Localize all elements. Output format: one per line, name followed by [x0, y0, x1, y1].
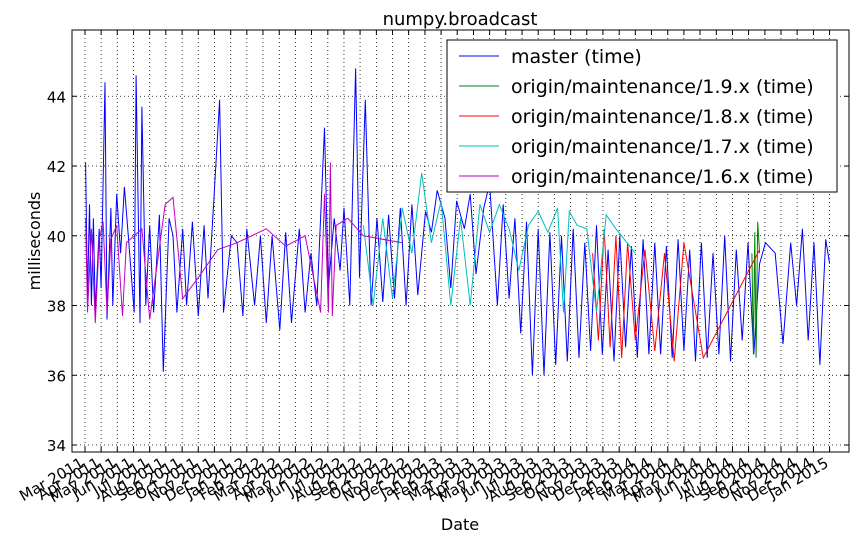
legend-label: origin/maintenance/1.7.x (time) [511, 136, 814, 158]
series-line [85, 68, 831, 376]
x-axis-label: Date [441, 515, 479, 534]
series-line [751, 221, 761, 358]
series-line [592, 228, 761, 362]
y-axis-label: milliseconds [25, 192, 44, 291]
legend-box [446, 39, 838, 193]
legend-label: origin/maintenance/1.8.x (time) [511, 106, 814, 128]
y-tick-label: 40 [47, 228, 66, 246]
y-tick-label: 38 [47, 298, 66, 316]
y-tick-label: 44 [47, 88, 66, 106]
legend-label: master (time) [511, 46, 642, 68]
y-tick-label: 36 [47, 367, 66, 385]
legend-label: origin/maintenance/1.9.x (time) [511, 76, 814, 98]
series-line [85, 162, 403, 324]
plot-frame [71, 29, 850, 453]
y-tick-label: 42 [47, 158, 66, 176]
chart-title: numpy.broadcast [383, 9, 538, 30]
series-line [362, 172, 636, 313]
legend-label: origin/maintenance/1.6.x (time) [511, 166, 814, 188]
y-tick-label: 34 [47, 437, 66, 455]
